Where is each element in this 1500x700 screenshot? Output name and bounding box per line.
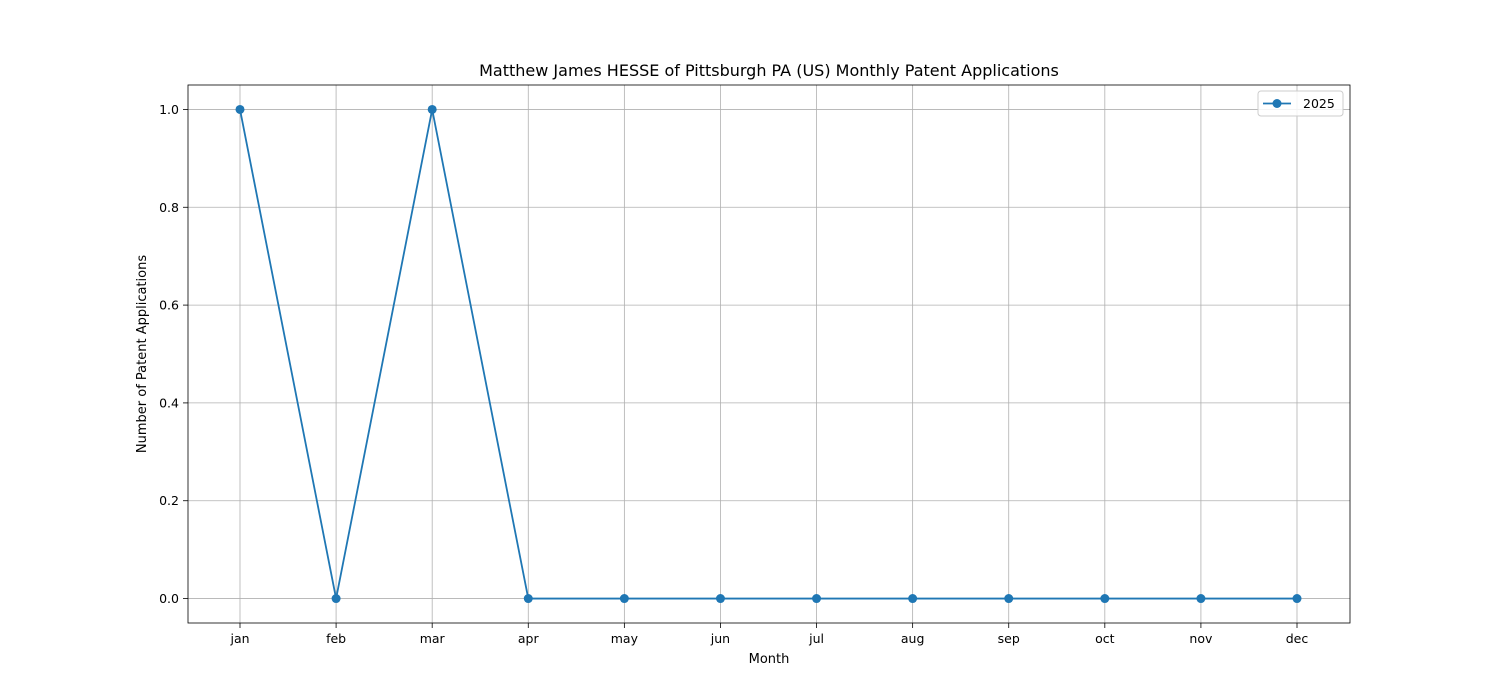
data-point-oct bbox=[1100, 594, 1109, 603]
data-point-aug bbox=[908, 594, 917, 603]
data-point-sep bbox=[1004, 594, 1013, 603]
series-layer bbox=[236, 105, 1302, 603]
x-tick-label-dec: dec bbox=[1286, 631, 1309, 646]
data-point-jan bbox=[236, 105, 245, 114]
axes-layer: jan feb mar apr may jun jul aug sep oct nov dec 0.0 0… bbox=[159, 85, 1350, 646]
legend: 2025 bbox=[1258, 91, 1343, 116]
data-point-feb bbox=[332, 594, 341, 603]
x-tick-label-aug: aug bbox=[901, 631, 925, 646]
legend-marker-2025 bbox=[1273, 99, 1282, 108]
y-tick-label-0.6: 0.6 bbox=[159, 298, 179, 313]
y-tick-label-0.4: 0.4 bbox=[159, 395, 179, 410]
x-tick-label-feb: feb bbox=[326, 631, 346, 646]
grid-layer bbox=[188, 85, 1350, 623]
y-tick-label-1.0: 1.0 bbox=[159, 102, 179, 117]
x-axis-label: Month bbox=[749, 652, 790, 667]
y-axis-label: Number of Patent Applications bbox=[135, 255, 150, 453]
legend-label-2025: 2025 bbox=[1303, 96, 1335, 111]
data-point-may bbox=[620, 594, 629, 603]
x-tick-label-jul: jul bbox=[808, 631, 824, 646]
x-tick-label-may: may bbox=[611, 631, 639, 646]
data-point-jul bbox=[812, 594, 821, 603]
x-tick-label-mar: mar bbox=[420, 631, 446, 646]
x-tick-label-sep: sep bbox=[998, 631, 1020, 646]
data-point-nov bbox=[1196, 594, 1205, 603]
y-tick-label-0.2: 0.2 bbox=[159, 493, 179, 508]
chart-title: Matthew James HESSE of Pittsburgh PA (US… bbox=[479, 61, 1059, 80]
x-tick-label-nov: nov bbox=[1189, 631, 1213, 646]
y-tick-label-0.8: 0.8 bbox=[159, 200, 179, 215]
y-tick-label-0.0: 0.0 bbox=[159, 591, 179, 606]
plot-frame bbox=[188, 85, 1350, 623]
x-tick-label-apr: apr bbox=[518, 631, 540, 646]
data-point-mar bbox=[428, 105, 437, 114]
data-point-apr bbox=[524, 594, 533, 603]
x-tick-label-jan: jan bbox=[229, 631, 249, 646]
data-point-jun bbox=[716, 594, 725, 603]
data-point-dec bbox=[1293, 594, 1302, 603]
x-tick-label-jun: jun bbox=[710, 631, 730, 646]
series-line-2025 bbox=[240, 109, 1297, 598]
x-tick-label-oct: oct bbox=[1095, 631, 1115, 646]
